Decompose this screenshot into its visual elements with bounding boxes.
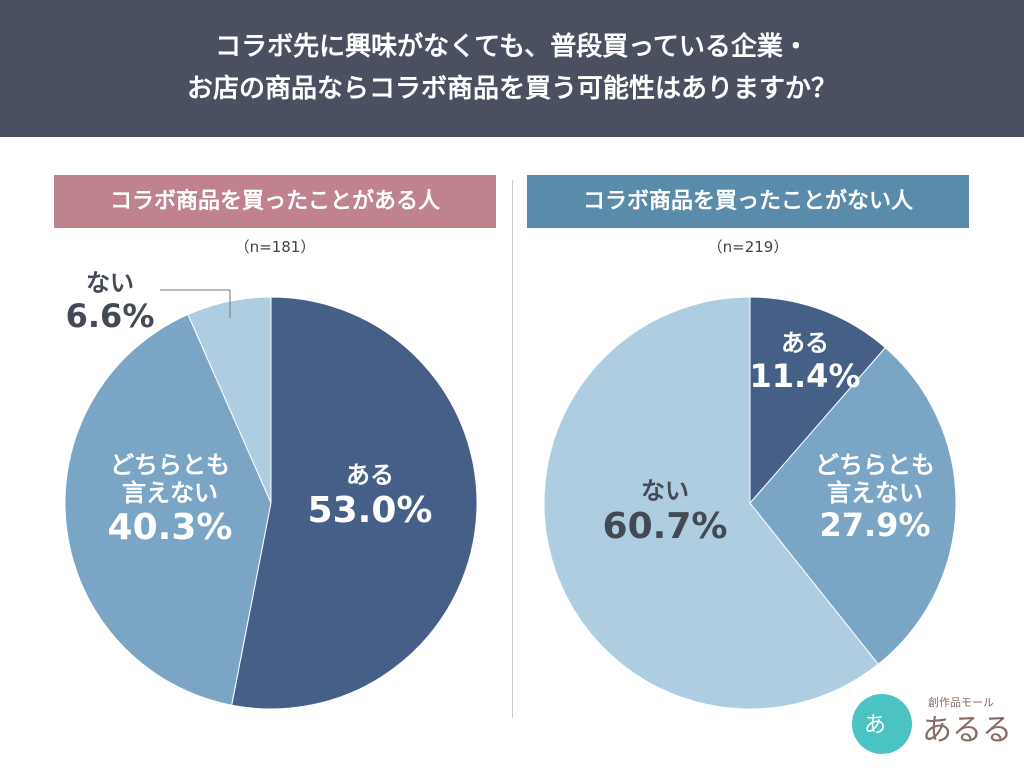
slice-label: 言えない	[827, 478, 923, 507]
right-label-aru: ある 11.4%	[745, 329, 865, 395]
slice-value: 11.4%	[749, 356, 861, 395]
right-label-dochira: どちらとも 言えない 27.9%	[795, 451, 955, 545]
slice-value: 6.6%	[65, 296, 155, 335]
right-sample-size: （n=219）	[707, 238, 789, 256]
slice-value: 40.3%	[107, 507, 233, 549]
slice-label: どちらとも	[110, 451, 230, 479]
slice-label: どちらとも	[815, 451, 935, 479]
right-label-nai: ない 60.7%	[590, 477, 740, 547]
aruru-logo: あ 創作品モール あるる	[852, 694, 1012, 754]
slice-value: 53.0%	[307, 489, 433, 531]
left-label-dochira: どちらとも 言えない 40.3%	[90, 451, 250, 549]
slice-nai	[543, 296, 879, 710]
left-sample-size: （n=181）	[234, 238, 316, 256]
slice-dochira	[64, 313, 272, 706]
leader-line	[160, 289, 231, 318]
slice-label: ない	[641, 477, 689, 505]
slice-value: 60.7%	[602, 505, 728, 547]
left-label-nai: ない 6.6%	[55, 269, 165, 335]
divider	[512, 180, 513, 718]
slice-label: ある	[781, 329, 829, 357]
slice-label: ある	[346, 461, 394, 489]
right-chart-title: コラボ商品を買ったことがない人	[527, 175, 969, 228]
slice-dochira	[749, 346, 957, 665]
svg-text:創作品モール: 創作品モール	[928, 695, 994, 709]
question-header: コラボ先に興味がなくても、普段買っている企業・ お店の商品ならコラボ商品を買う可…	[0, 0, 1024, 137]
slice-aru	[749, 296, 886, 505]
question-line-2: お店の商品ならコラボ商品を買う可能性はありますか？	[186, 74, 837, 104]
question-line-1: コラボ先に興味がなくても、普段買っている企業・	[215, 32, 809, 62]
left-label-aru: ある 53.0%	[300, 461, 440, 531]
slice-aru	[231, 296, 478, 710]
left-chart-title: コラボ商品を買ったことがある人	[54, 175, 496, 228]
svg-text:あるる: あるる	[922, 713, 1012, 748]
svg-text:あ: あ	[864, 713, 886, 738]
slice-label: ない	[86, 269, 134, 297]
slice-value: 27.9%	[819, 506, 931, 545]
slice-label: 言えない	[122, 478, 218, 507]
